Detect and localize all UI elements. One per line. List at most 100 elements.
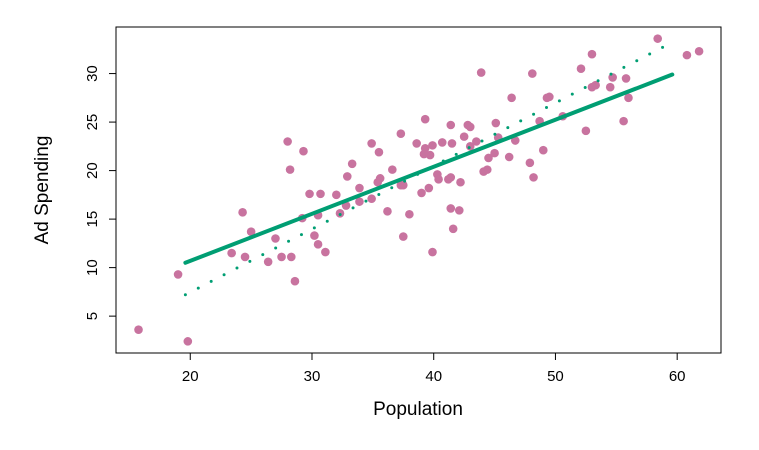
data-point bbox=[290, 276, 300, 286]
data-point bbox=[227, 248, 236, 258]
data-point bbox=[484, 153, 493, 163]
y-axis-label: Ad Spending bbox=[32, 136, 53, 245]
data-point bbox=[424, 183, 434, 193]
data-point bbox=[529, 173, 538, 182]
x-axis-label: Population bbox=[373, 399, 463, 420]
true-line-dot bbox=[351, 206, 355, 210]
true-line-dot bbox=[325, 219, 329, 223]
data-point bbox=[283, 137, 292, 146]
data-point bbox=[653, 34, 663, 43]
data-point bbox=[417, 188, 426, 198]
data-point bbox=[412, 139, 421, 148]
data-point bbox=[437, 138, 447, 147]
data-point bbox=[581, 126, 591, 136]
data-point bbox=[465, 122, 475, 132]
fit-line bbox=[183, 72, 675, 265]
data-point bbox=[694, 46, 704, 56]
data-point bbox=[183, 337, 193, 346]
true-line-dot bbox=[428, 166, 432, 170]
data-point bbox=[459, 132, 469, 141]
x-axis: 20 30 40 50 60 bbox=[182, 352, 686, 385]
data-point bbox=[491, 118, 501, 128]
y-tick-label: 25 bbox=[84, 114, 101, 131]
data-point bbox=[576, 64, 586, 74]
true-line-dot bbox=[235, 266, 239, 270]
true-line-dot bbox=[596, 79, 600, 83]
true-line-dot bbox=[377, 192, 381, 196]
data-point bbox=[310, 231, 319, 240]
data-point bbox=[507, 93, 516, 103]
true-line-dot bbox=[454, 152, 458, 156]
data-point bbox=[454, 206, 464, 215]
data-point bbox=[619, 116, 628, 126]
data-point bbox=[538, 145, 548, 155]
data-point bbox=[347, 159, 357, 169]
true-line-dot bbox=[312, 226, 316, 230]
true-line-dot bbox=[519, 119, 523, 123]
true-line-dot bbox=[183, 293, 187, 297]
data-point bbox=[277, 252, 286, 262]
data-point bbox=[472, 137, 481, 146]
y-tick-label: 10 bbox=[84, 259, 101, 276]
data-point bbox=[525, 158, 535, 168]
true-line-dot bbox=[635, 59, 639, 63]
data-point bbox=[313, 240, 323, 249]
true-line-dot bbox=[248, 259, 252, 263]
data-point bbox=[621, 74, 631, 83]
true-line-dot bbox=[532, 112, 536, 116]
data-point bbox=[446, 120, 456, 130]
data-point bbox=[316, 189, 325, 199]
data-point bbox=[240, 252, 250, 262]
data-point bbox=[591, 80, 600, 90]
true-line-dot bbox=[338, 213, 342, 217]
y-tick-label: 5 bbox=[84, 312, 101, 320]
data-point bbox=[425, 150, 435, 160]
data-point bbox=[405, 209, 414, 219]
data-point bbox=[398, 232, 408, 241]
data-point bbox=[285, 165, 295, 174]
true-line-dot bbox=[493, 132, 497, 136]
true-line-dot bbox=[648, 52, 652, 56]
true-line-dot bbox=[544, 106, 548, 110]
data-point bbox=[448, 224, 458, 234]
true-line-dot bbox=[416, 172, 420, 176]
true-line-dot bbox=[480, 139, 484, 143]
true-line-dot bbox=[222, 273, 226, 277]
true-line-dot bbox=[209, 279, 213, 283]
x-tick-label: 40 bbox=[425, 368, 442, 385]
data-point bbox=[355, 183, 364, 193]
data-point bbox=[398, 180, 408, 190]
true-line-dot bbox=[506, 126, 510, 130]
data-point bbox=[342, 172, 352, 181]
data-point bbox=[434, 175, 443, 184]
data-point bbox=[299, 146, 308, 156]
data-point bbox=[246, 227, 256, 237]
true-line-dot bbox=[364, 199, 368, 203]
data-point bbox=[134, 325, 143, 335]
data-point bbox=[383, 207, 392, 216]
data-point bbox=[375, 174, 385, 183]
true-line-dot bbox=[196, 286, 200, 290]
data-point bbox=[263, 257, 273, 267]
data-point bbox=[355, 197, 364, 206]
data-point bbox=[396, 129, 406, 139]
data-point bbox=[420, 114, 430, 124]
data-point bbox=[446, 204, 456, 213]
data-point bbox=[456, 177, 465, 187]
true-line-dot bbox=[583, 85, 587, 89]
data-point bbox=[446, 173, 456, 182]
data-point bbox=[504, 152, 514, 162]
data-point bbox=[173, 270, 183, 279]
y-tick-label: 20 bbox=[84, 162, 101, 179]
data-point bbox=[374, 147, 384, 157]
x-tick-label: 30 bbox=[304, 368, 321, 385]
data-point bbox=[428, 141, 437, 150]
true-line-dot bbox=[390, 186, 394, 190]
data-point bbox=[428, 247, 437, 257]
true-line-dot bbox=[287, 239, 291, 243]
data-point bbox=[605, 82, 615, 92]
data-point bbox=[271, 234, 280, 243]
data-point bbox=[682, 50, 692, 60]
data-point bbox=[286, 252, 296, 262]
x-tick-label: 20 bbox=[182, 368, 199, 385]
